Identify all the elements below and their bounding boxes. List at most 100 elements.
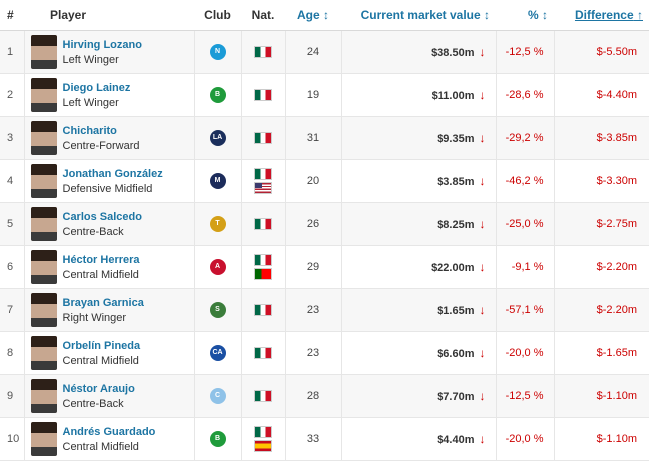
monterrey-crest-icon[interactable]: M [209,173,226,189]
player-position: Centre-Back [62,225,124,238]
player-name-link[interactable]: Héctor Herrera [62,253,140,266]
market-value-cell: $22.00m ↓ [341,245,497,289]
player-name-link[interactable]: Carlos Salcedo [62,210,142,223]
player-photo[interactable] [30,293,57,327]
table-row: 3 Chicharito Centre-Forward LA 31 $9.35m ↓ -29,… [0,116,649,160]
betis-crest-icon[interactable]: B [209,431,226,447]
player-photo[interactable] [30,250,57,284]
cruz-azul-crest-icon[interactable]: CA [209,345,226,361]
player-name-link[interactable]: Orbelín Pineda [62,339,141,352]
age-cell: 31 [285,116,342,160]
market-value[interactable]: $11.00m [431,90,475,102]
player-name-link[interactable]: Chicharito [62,124,117,137]
player-position: Right Winger [62,311,127,324]
napoli-crest-icon[interactable]: N [209,44,226,60]
player-position: Left Winger [62,96,119,109]
la-galaxy-crest-icon[interactable]: LA [209,130,226,146]
flag-mx-icon [254,168,272,180]
player-photo[interactable] [30,78,57,112]
percent-header[interactable]: % ↕ [496,0,554,31]
player-cell: Héctor Herrera Central Midfield [24,245,195,289]
club-cell: B [194,417,242,461]
market-value[interactable]: $7.70m [437,391,475,403]
percent-cell: -29,2 % [496,116,555,160]
percent-cell: -57,1 % [496,288,555,332]
arrow-down-icon: ↓ [479,346,486,360]
market-value-header-label: Current market value [360,8,481,22]
market-value[interactable]: $9.35m [437,133,475,145]
flag-mx-icon [254,347,272,359]
player-cell: Diego Lainez Left Winger [24,73,195,117]
market-value-cell: $6.60m ↓ [341,331,497,375]
tigres-crest-icon[interactable]: T [209,216,226,232]
player-photo[interactable] [30,121,57,155]
player-photo[interactable] [30,422,57,456]
player-position: Central Midfield [62,354,139,367]
player-cell: Chicharito Centre-Forward [24,116,195,160]
club-cell: LA [194,116,242,160]
market-value[interactable]: $3.85m [437,176,475,188]
difference-cell: $-5.50m [554,30,649,74]
difference-header[interactable]: Difference ↑ [554,0,649,31]
rank-cell: 8 [0,331,25,375]
sort-icon[interactable]: ↕ [542,8,548,22]
player-photo[interactable] [30,35,57,69]
player-photo[interactable] [30,379,57,413]
market-value[interactable]: $1.65m [437,305,475,317]
market-value[interactable]: $38.50m [431,47,475,59]
betis-crest-icon[interactable]: B [209,87,226,103]
player-name-link[interactable]: Andrés Guardado [62,425,156,438]
market-value[interactable]: $22.00m [431,262,475,274]
nationality-cell [241,116,286,160]
player-position: Left Winger [62,53,119,66]
percent-cell: -25,0 % [496,202,555,246]
market-value[interactable]: $8.25m [437,219,475,231]
club-cell: M [194,159,242,203]
player-position: Centre-Forward [62,139,140,152]
market-value[interactable]: $6.60m [437,348,475,360]
difference-cell: $-1.65m [554,331,649,375]
sort-icon[interactable]: ↕ [323,8,329,22]
player-photo[interactable] [30,164,57,198]
player-name-link[interactable]: Néstor Araujo [62,382,135,395]
arrow-down-icon: ↓ [479,88,486,102]
nationality-cell [241,73,286,117]
rank-cell: 7 [0,288,25,332]
player-position: Centre-Back [62,397,124,410]
rank-cell: 5 [0,202,25,246]
table-body: 1 Hirving Lozano Left Winger N 24 $38.50m ↓ -12… [0,30,649,461]
table-header-row: # Player Club Nat. Age ↕ Current market … [0,0,649,31]
club-cell: C [194,374,242,418]
club-cell: A [194,245,242,289]
player-name-link[interactable]: Jonathan González [62,167,163,180]
market-value-cell: $1.65m ↓ [341,288,497,332]
age-header[interactable]: Age ↕ [285,0,341,31]
difference-cell: $-1.10m [554,417,649,461]
player-cell: Orbelín Pineda Central Midfield [24,331,195,375]
player-name-link[interactable]: Hirving Lozano [62,38,142,51]
player-name-link[interactable]: Diego Lainez [62,81,131,94]
celta-crest-icon[interactable]: C [209,388,226,404]
sort-ascending-icon[interactable]: ↑ [637,8,643,22]
player-photo[interactable] [30,336,57,370]
market-value-cell: $9.35m ↓ [341,116,497,160]
atletico-crest-icon[interactable]: A [209,259,226,275]
flag-mx-icon [254,426,272,438]
age-cell: 24 [285,30,342,74]
arrow-down-icon: ↓ [479,174,486,188]
player-name-link[interactable]: Brayan Garnica [62,296,144,309]
player-cell: Carlos Salcedo Centre-Back [24,202,195,246]
player-photo[interactable] [30,207,57,241]
player-cell: Andrés Guardado Central Midfield [24,417,195,461]
sort-icon[interactable]: ↕ [484,8,490,22]
player-position: Central Midfield [62,440,139,453]
percent-cell: -9,1 % [496,245,555,289]
difference-cell: $-4.40m [554,73,649,117]
market-value[interactable]: $4.40m [437,434,475,446]
santos-crest-icon[interactable]: S [209,302,226,318]
market-value-header[interactable]: Current market value ↕ [341,0,496,31]
age-cell: 33 [285,417,342,461]
player-cell: Jonathan González Defensive Midfield [24,159,195,203]
difference-cell: $-1.10m [554,374,649,418]
